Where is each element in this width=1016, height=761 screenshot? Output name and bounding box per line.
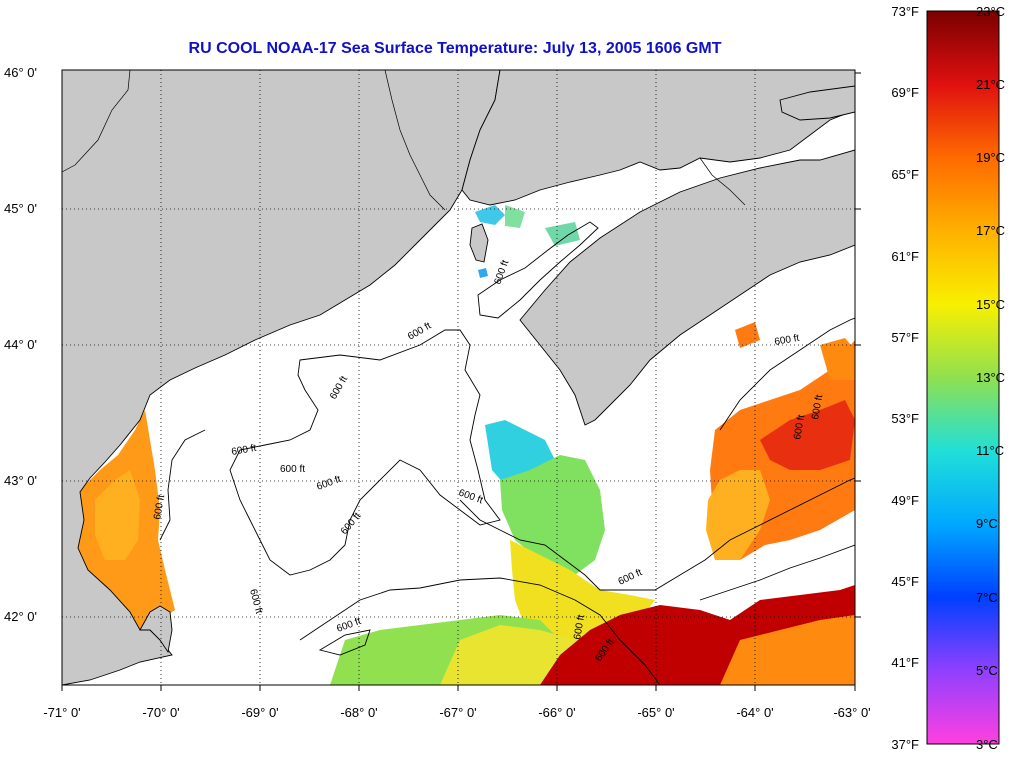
colorbar-f-label: 49°F (891, 493, 919, 508)
map-area: 600 ft 600 ft 600 ft 600 ft 600 ft 600 f… (4, 65, 871, 720)
colorbar-f-label: 73°F (891, 4, 919, 19)
contour-georges-south (299, 577, 661, 685)
contour-label-16: 600 ft (792, 414, 807, 441)
colorbar-celsius-labels: 23°C 21°C 19°C 17°C 15°C 13°C 11°C 9°C 7… (976, 4, 1005, 752)
colorbar-f-label: 41°F (891, 655, 919, 670)
colorbar-f-label: 69°F (891, 85, 919, 100)
colorbar-f-label: 53°F (891, 411, 919, 426)
contour-fundy (477, 221, 599, 319)
x-tick-label: -66° 0' (538, 705, 575, 720)
x-tick-label: -69° 0' (241, 705, 278, 720)
sst-patch-fundy-green-2 (545, 222, 580, 246)
land-nova-scotia (519, 149, 855, 426)
contour-scotian (719, 317, 855, 431)
x-tick-label: -68° 0' (340, 705, 377, 720)
contour-gulf-basin (229, 329, 501, 576)
sst-patch-scotian-red (760, 400, 855, 470)
x-axis-labels: -71° 0' -70° 0' -69° 0' -68° 0' -67° 0' … (43, 705, 870, 720)
x-tick-label: -65° 0' (637, 705, 674, 720)
sst-patch-fundy-green (505, 205, 525, 228)
contour-label-5: 600 ft (280, 464, 305, 475)
land-layer (62, 70, 855, 685)
border-layer (62, 70, 746, 211)
contour-label-4: 600 ft (231, 443, 258, 458)
colorbar-c-label: 7°C (976, 590, 998, 605)
colorbar-c-label: 23°C (976, 4, 1005, 19)
contour-label-15: 600 ft (774, 333, 801, 348)
land-new-brunswick (461, 70, 855, 206)
x-tick-label: -63° 0' (833, 705, 870, 720)
colorbar-f-label: 45°F (891, 574, 919, 589)
colorbar-c-label: 19°C (976, 150, 1005, 165)
colorbar-c-label: 9°C (976, 516, 998, 531)
y-tick-label: 43° 0' (4, 473, 37, 488)
border-nb-ns (699, 157, 746, 206)
x-tick-label: -67° 0' (439, 705, 476, 720)
colorbar-fahrenheit-labels: 73°F 69°F 65°F 61°F 57°F 53°F 49°F 45°F … (891, 4, 919, 752)
sst-patch-south-yellow (440, 625, 580, 685)
sst-data-layer (78, 88, 855, 685)
land-cape-cod (139, 605, 173, 654)
map-title: RU COOL NOAA-17 Sea Surface Temperature:… (189, 40, 722, 57)
x-tick-label: -70° 0' (142, 705, 179, 720)
x-tick-label: -64° 0' (736, 705, 773, 720)
map-content: 600 ft 600 ft 600 ft 600 ft 600 ft 600 f… (62, 70, 855, 685)
colorbar-c-label: 15°C (976, 297, 1005, 312)
sst-patch-green (500, 455, 605, 575)
contour-label-13: 600 ft (572, 614, 587, 641)
y-tick-label: 46° 0' (4, 65, 37, 80)
colorbar-f-label: 61°F (891, 249, 919, 264)
colorbar-f-label: 57°F (891, 330, 919, 345)
colorbar-c-label: 13°C (976, 370, 1005, 385)
border-maine-quebec (62, 70, 131, 173)
graticule (62, 70, 855, 685)
contour-nw-shelf (159, 429, 206, 541)
land-grand-manan (469, 223, 489, 263)
contour-georges-north (459, 477, 855, 591)
sst-patch-orange-nshelf (735, 322, 760, 348)
y-tick-label: 42° 0' (4, 609, 37, 624)
border-maine-nb (384, 70, 446, 211)
sst-patch-orange-nshelf-2 (820, 338, 855, 380)
land-cape-breton (779, 85, 855, 121)
x-tick-label: -71° 0' (43, 705, 80, 720)
colorbar-c-label: 17°C (976, 223, 1005, 238)
sst-patch-cape-cod-inner (95, 470, 140, 560)
sst-patch-fundy-cyan (475, 205, 505, 225)
colorbar-gradient (926, 10, 1000, 745)
colorbar-c-label: 21°C (976, 77, 1005, 92)
colorbar-c-label: 11°C (976, 443, 1004, 458)
y-axis-labels: 46° 0' 45° 0' 44° 0' 43° 0' 42° 0' (4, 65, 37, 624)
contour-small-1 (318, 629, 371, 656)
contour-label-9: 600 ft (152, 494, 167, 521)
y-tick-label: 44° 0' (4, 337, 37, 352)
colorbar-f-label: 37°F (891, 737, 919, 752)
contour-layer (159, 221, 855, 685)
tick-marks (61, 72, 861, 691)
colorbar-c-label: 5°C (976, 663, 998, 678)
y-tick-label: 45° 0' (4, 201, 37, 216)
contour-label-17: 600 ft (810, 394, 825, 421)
sst-patch-warm-orange-south (720, 615, 855, 685)
sst-patch-small-blue (478, 268, 488, 278)
contour-scotian-outer (699, 544, 855, 601)
colorbar-c-label: 3°C (976, 737, 998, 752)
sst-patch-scotian-yellow (706, 470, 770, 560)
colorbar: 73°F 69°F 65°F 61°F 57°F 53°F 49°F 45°F … (891, 4, 1005, 752)
colorbar-f-label: 65°F (891, 167, 919, 182)
